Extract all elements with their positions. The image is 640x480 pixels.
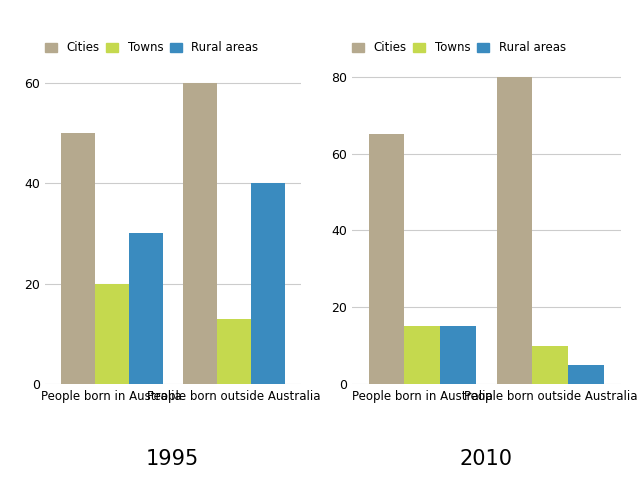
Bar bbox=[369, 134, 404, 384]
Bar bbox=[532, 346, 568, 384]
Legend: Cities, Towns, Rural areas: Cities, Towns, Rural areas bbox=[352, 41, 566, 54]
Bar bbox=[129, 233, 163, 384]
Bar bbox=[182, 83, 217, 384]
Bar bbox=[404, 326, 440, 384]
Bar bbox=[61, 133, 95, 384]
Text: 1995: 1995 bbox=[146, 449, 200, 469]
Text: 2010: 2010 bbox=[460, 449, 513, 469]
Legend: Cities, Towns, Rural areas: Cities, Towns, Rural areas bbox=[45, 41, 259, 54]
Bar bbox=[497, 77, 532, 384]
Bar bbox=[568, 365, 604, 384]
Bar bbox=[251, 183, 285, 384]
Bar bbox=[217, 319, 251, 384]
Bar bbox=[95, 284, 129, 384]
Bar bbox=[440, 326, 476, 384]
